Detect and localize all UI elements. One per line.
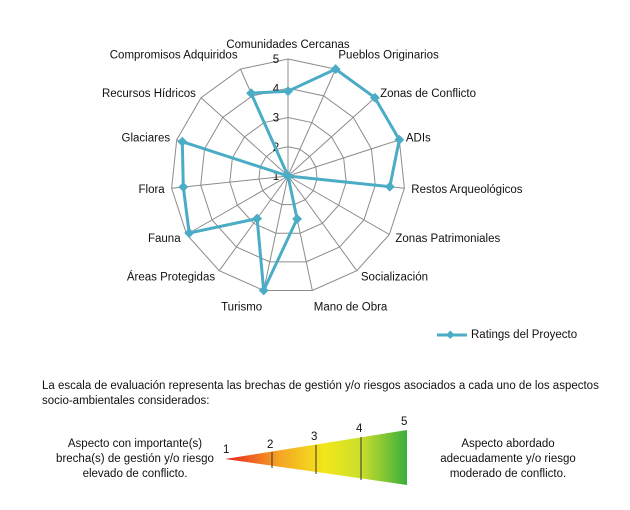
radar-tick-label: 5: [273, 54, 279, 66]
radar-spoke: [287, 175, 358, 271]
radar-axis-label: ADIs: [406, 133, 431, 145]
radar-axis-label: Flora: [138, 184, 165, 196]
radar-axis-label: Comunidades Cercanas: [226, 39, 350, 51]
radar-tick-label: 4: [273, 83, 280, 95]
scale-label: 3: [311, 431, 317, 443]
series-point: [283, 171, 293, 181]
radar-spoke: [200, 97, 289, 177]
series-point: [178, 182, 189, 192]
scale-label: 2: [267, 439, 273, 451]
scale-label: 1: [223, 444, 229, 456]
series-point: [292, 213, 303, 224]
radar-axis-label: Recursos Hídricos: [102, 88, 196, 100]
rating-scale-graphic: 1 2 3 4 5: [223, 416, 407, 485]
series-point: [177, 136, 188, 147]
legend-series-label: Ratings del Proyecto: [471, 329, 578, 341]
radar-spoke: [287, 139, 400, 177]
radar-spoke: [287, 97, 376, 177]
radar-axis-label: Glaciares: [122, 133, 171, 145]
scale-label: 4: [356, 423, 363, 435]
radar-spoke: [171, 175, 289, 189]
series-point: [246, 88, 257, 99]
radar-axis-label: Zonas Patrimoniales: [395, 233, 500, 245]
series-point: [184, 228, 195, 238]
legend-marker-icon: [437, 330, 467, 339]
radar-series: [177, 64, 405, 296]
radar-grid-ring: [229, 116, 347, 234]
radar-spoke: [287, 175, 390, 235]
radar-spoke: [287, 68, 337, 177]
radar-axis-label: Fauna: [148, 233, 181, 245]
low-rating-description: Aspecto con importante(s) brecha(s) de g…: [56, 438, 214, 480]
radar-axis-label: Mano de Obra: [314, 301, 388, 313]
scale-description: La escala de evaluación representa las b…: [42, 380, 599, 407]
radar-spoke: [263, 175, 289, 291]
series-point: [384, 181, 395, 192]
radar-axis-label: Socialización: [361, 271, 428, 283]
radar-axis-label: Restos Arqueológicos: [411, 184, 522, 196]
radar-axis-label: Pueblos Originarios: [338, 50, 439, 62]
scale-label: 5: [401, 416, 407, 428]
high-rating-description: Aspecto abordado adecuadamente y/o riesg…: [440, 438, 576, 480]
radar-grid-ring: [258, 146, 318, 206]
radar-axis-label: Turismo: [221, 301, 262, 313]
radar-spoke: [186, 175, 289, 235]
radar-tick-label: 3: [273, 113, 279, 125]
radar-grid-ring: [200, 87, 376, 263]
series-point: [283, 86, 293, 97]
radar-tick-label: 1: [273, 171, 279, 183]
radar-axis-label: Compromisos Adquiridos: [110, 50, 238, 62]
radar-axis-label: Áreas Protegidas: [127, 270, 215, 283]
radar-axis-label: Zonas de Conflicto: [380, 88, 476, 100]
series-point: [258, 285, 269, 296]
chart-legend: Ratings del Proyecto: [437, 329, 577, 341]
radar-spoke: [218, 175, 289, 271]
series-point: [394, 134, 405, 145]
series-point: [252, 213, 263, 224]
